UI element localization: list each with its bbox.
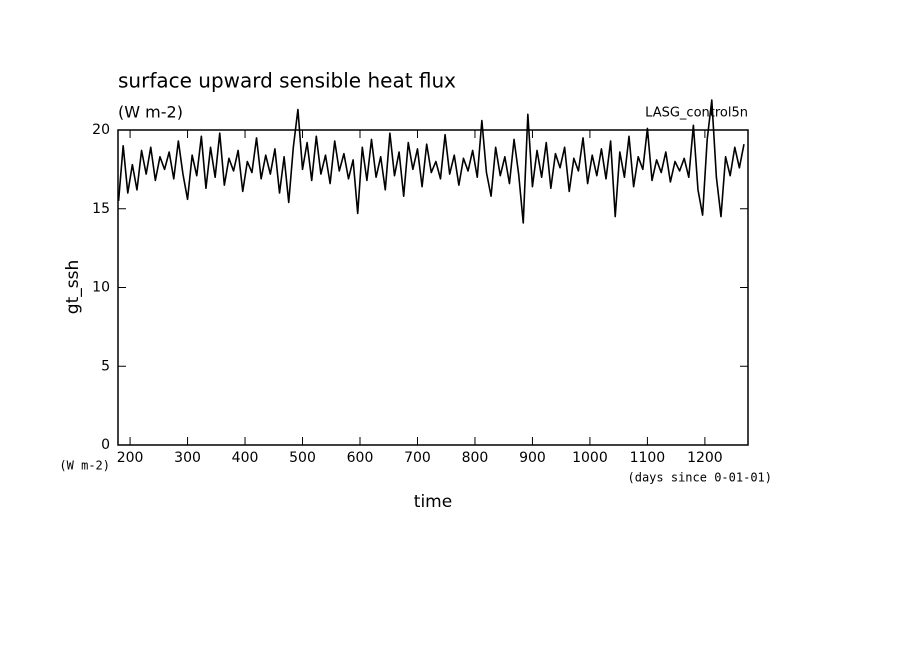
x-unit-label: (days since 0-01-01) (628, 471, 773, 485)
y-tick-label: 15 (92, 201, 110, 217)
x-tick-label: 1100 (630, 450, 666, 466)
x-tick-label: 900 (519, 450, 546, 466)
x-tick-label: 400 (232, 450, 259, 466)
x-tick-label: 600 (347, 450, 374, 466)
chart-title: surface upward sensible heat flux (118, 69, 456, 93)
data-line (117, 99, 745, 224)
y-tick-label: 5 (101, 358, 110, 374)
y-tick-label: 0 (101, 437, 110, 453)
x-tick-label: 1200 (687, 450, 723, 466)
x-tick-label: 500 (289, 450, 316, 466)
x-tick-label: 200 (117, 450, 144, 466)
x-tick-label: 1000 (572, 450, 608, 466)
y-tick-label: 10 (92, 280, 110, 296)
chart-subtitle: (W m-2) (118, 103, 183, 122)
x-tick-label: 700 (404, 450, 431, 466)
x-tick-label: 800 (462, 450, 489, 466)
x-axis-label: time (414, 492, 452, 512)
y-tick-label: 20 (92, 122, 110, 138)
annotation: LASG_control5n (645, 106, 748, 121)
x-tick-label: 300 (174, 450, 201, 466)
y-axis-label: gt_ssh (63, 260, 83, 314)
y-unit-label: (W m-2) (59, 459, 110, 473)
